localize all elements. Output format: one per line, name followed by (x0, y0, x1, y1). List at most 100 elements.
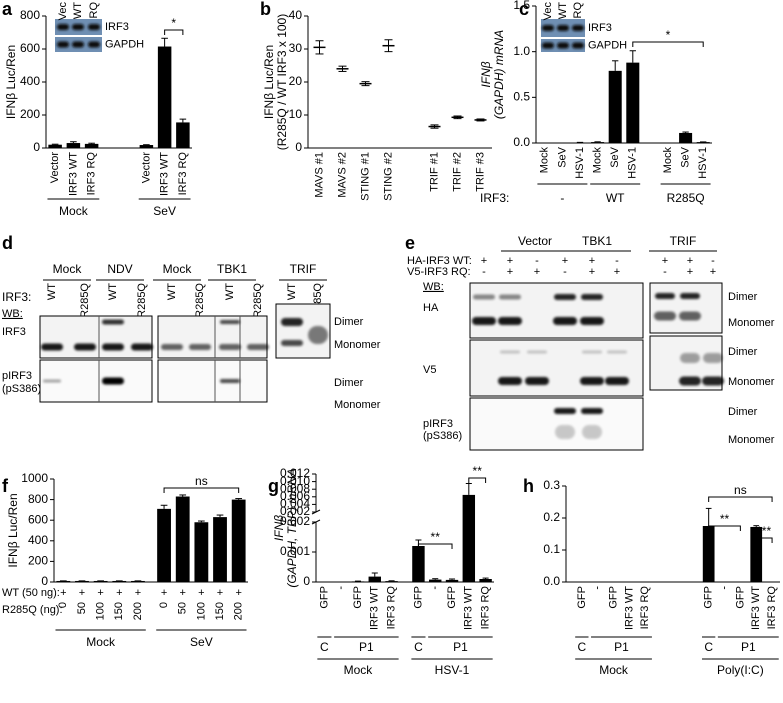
x-tick-label: IRF3 RQ (766, 586, 778, 630)
group-title: IRF3: (480, 191, 509, 205)
y-tick-label: 0 (33, 140, 40, 154)
bar (750, 526, 763, 582)
group-label: - (560, 191, 564, 205)
x-tick-label: 100 (95, 602, 107, 620)
blot-header: Mock (163, 262, 193, 276)
x-tick-label: IRF3 WT (369, 586, 381, 630)
panel-label: h (523, 476, 534, 496)
blot-band (72, 41, 84, 48)
x-tick-label: MAVS #2 (336, 152, 348, 198)
y-axis-label: IFNβ Luc/Ren (6, 493, 20, 567)
y-tick-label: 0.004 (280, 497, 310, 511)
y-tick-label: 1000 (21, 471, 48, 485)
significance-bracket (708, 496, 773, 502)
blot-band (498, 317, 522, 325)
x-tick-label: 50 (177, 602, 189, 614)
lane-label: R285Q (194, 283, 206, 318)
blot-band (525, 377, 549, 385)
x-tick-label: IRF3 WT (463, 586, 475, 630)
blot-lane-label: Vec (57, 2, 69, 21)
y-tick-label: 200 (28, 554, 48, 568)
bar (157, 508, 171, 582)
significance-label: * (666, 28, 671, 42)
bar (175, 496, 190, 582)
blot-band (220, 320, 240, 324)
blot-band (581, 408, 603, 414)
y-tick-label: 400 (20, 74, 40, 88)
x-tick-label: Mock (539, 147, 551, 174)
condition-sign: - (482, 266, 486, 278)
condition-sign: + (507, 266, 513, 278)
significance-label: ** (720, 512, 730, 526)
x-tick-label: SeV (680, 146, 692, 167)
blot-frame (39, 315, 153, 359)
y-tick-label: 40 (289, 8, 303, 22)
y-tick-label: 200 (20, 107, 40, 121)
x-tick-label: IRF3 WT (67, 152, 79, 196)
significance-bracket (632, 41, 704, 47)
bar (66, 143, 81, 148)
blot-frame (157, 359, 268, 403)
x-tick-label: 0 (158, 602, 170, 608)
group-label: Mock (344, 663, 374, 677)
blot-lane-label: WT (557, 2, 569, 19)
y-tick-label: 0.012 (280, 466, 310, 480)
blot-band (554, 294, 576, 300)
panel-label: b (260, 0, 271, 19)
y-tick-label: 800 (28, 492, 48, 506)
bar (75, 580, 89, 582)
blot-band (500, 350, 520, 354)
condition-sign: + (687, 255, 693, 267)
group-label: HSV-1 (435, 663, 470, 677)
y-tick-label: 0.1 (543, 542, 560, 556)
x-tick-label: GFP (446, 586, 458, 609)
condition-sign: - (563, 266, 567, 278)
blot-band (557, 25, 569, 31)
significance-label: ** (473, 464, 483, 478)
y-axis-label: IFNβ Luc/Ren (262, 45, 276, 119)
y-tick-label: 600 (20, 41, 40, 55)
subgroup-label: C (578, 640, 587, 654)
x-tick-label: 200 (233, 602, 245, 620)
bar (626, 62, 640, 144)
y-tick-label: 800 (20, 8, 40, 22)
blot-band (102, 343, 124, 351)
y-tick-label: 600 (28, 512, 48, 526)
x-tick-label: GFP (607, 586, 619, 609)
blot-band (247, 344, 269, 350)
blot-band (557, 42, 569, 49)
bar (368, 576, 381, 582)
blot-band (572, 25, 584, 31)
x-tick-label: 150 (113, 602, 125, 620)
bar (412, 546, 425, 582)
band-form-label: Dimer (728, 346, 758, 358)
blot-band (57, 41, 69, 48)
row-label: R285Q (ng): (2, 604, 63, 616)
significance-label: ** (431, 530, 441, 544)
blot-header: TRIF (290, 262, 317, 276)
blot-band (582, 425, 602, 439)
blot-band (554, 408, 576, 414)
x-tick-label: IRF3 RQ (86, 152, 98, 196)
subgroup-label: C (704, 640, 713, 654)
blot-band (161, 344, 183, 350)
subgroup-label: P1 (453, 640, 468, 654)
blot-row-label: GAPDH (588, 39, 627, 51)
x-tick-label: HSV-1 (697, 147, 709, 179)
blot-band (102, 377, 124, 385)
condition-sign: + (687, 266, 693, 278)
x-tick-label: IRF3 RQ (480, 586, 492, 630)
y-tick-label: 30 (289, 41, 303, 55)
x-tick-label: TRIF #3 (474, 152, 486, 192)
blot-band (542, 25, 554, 31)
blot-frame (469, 339, 644, 397)
row-title: IRF3: (2, 290, 31, 304)
y-tick-label: 0.2 (543, 510, 560, 524)
blot-band (220, 379, 240, 383)
blot-frame (469, 397, 644, 451)
condition-sign: + (97, 587, 103, 599)
lane-label: R285Q (79, 283, 91, 318)
significance-label: ns (195, 474, 208, 488)
blot-band (680, 293, 700, 299)
